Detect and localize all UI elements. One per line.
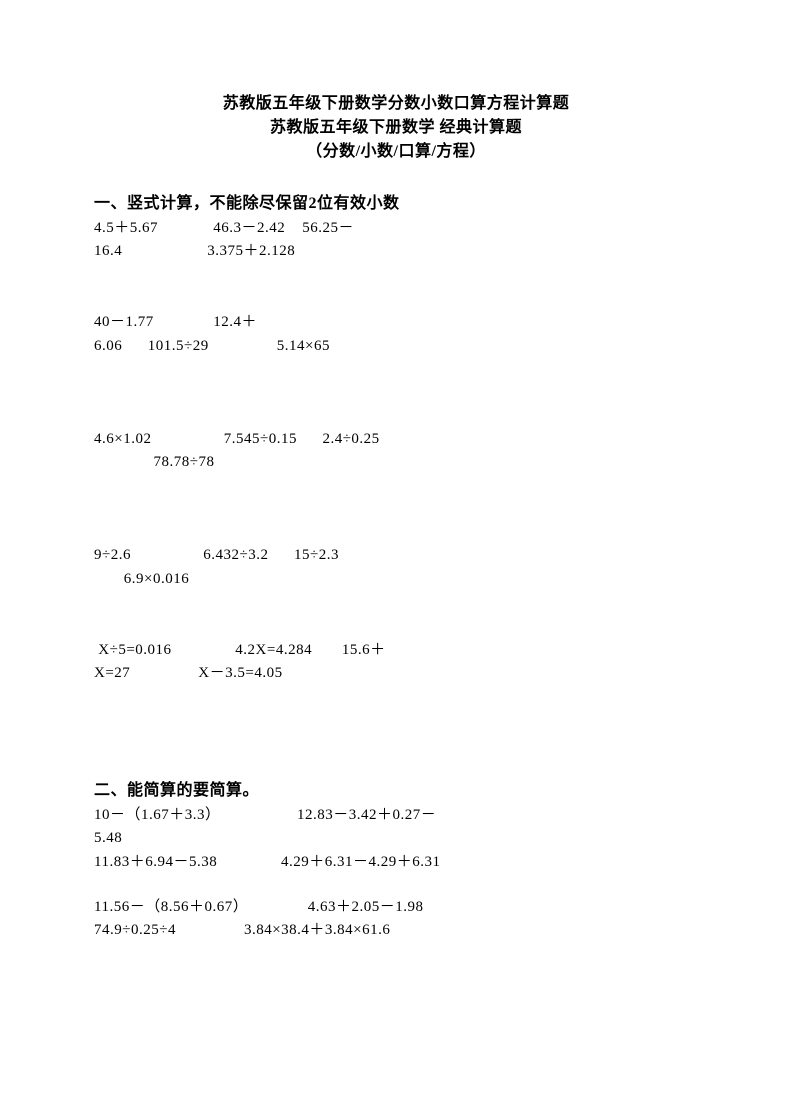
problem-line: X÷5=0.016 4.2X=4.284 15.6＋ — [94, 639, 698, 662]
title-line-2: 苏教版五年级下册数学 经典计算题 — [94, 116, 698, 140]
section-1-heading: 一、竖式计算，不能除尽保留2位有效小数 — [94, 192, 698, 217]
problem-line: 16.4 3.375＋2.128 — [94, 240, 698, 263]
problem-line: 4.6×1.02 7.545÷0.15 2.4÷0.25 — [94, 428, 698, 451]
problem-line: 6.9×0.016 — [94, 568, 698, 591]
section-2-heading: 二、能简算的要简算。 — [94, 779, 698, 804]
problem-line: 11.83＋6.94－5.38 4.29＋6.31－4.29＋6.31 — [94, 851, 698, 874]
section-1-group-4: 9÷2.6 6.432÷3.2 15÷2.3 6.9×0.016 — [94, 544, 698, 591]
problem-line: 40－1.77 12.4＋ — [94, 311, 698, 334]
section-1-group-1: 4.5＋5.67 46.3－2.42 56.25－ 16.4 3.375＋2.1… — [94, 217, 698, 264]
section-1-group-5: X÷5=0.016 4.2X=4.284 15.6＋ X=27 X－3.5=4.… — [94, 639, 698, 686]
section-1-group-2: 40－1.77 12.4＋ 6.06 101.5÷29 5.14×65 — [94, 311, 698, 358]
section-1-group-3: 4.6×1.02 7.545÷0.15 2.4÷0.25 78.78÷78 — [94, 428, 698, 475]
problem-line: 5.48 — [94, 827, 698, 850]
problem-line: 4.5＋5.67 46.3－2.42 56.25－ — [94, 217, 698, 240]
problem-line: 11.56－（8.56＋0.67） 4.63＋2.05－1.98 — [94, 896, 698, 919]
section-2-group-1: 10－（1.67＋3.3） 12.83－3.42＋0.27－ 5.48 — [94, 804, 698, 851]
title-block: 苏教版五年级下册数学分数小数口算方程计算题 苏教版五年级下册数学 经典计算题 （… — [94, 92, 698, 164]
title-line-1: 苏教版五年级下册数学分数小数口算方程计算题 — [94, 92, 698, 116]
problem-line: 9÷2.6 6.432÷3.2 15÷2.3 — [94, 544, 698, 567]
problem-line: 74.9÷0.25÷4 3.84×38.4＋3.84×61.6 — [94, 919, 698, 942]
problem-line: 6.06 101.5÷29 5.14×65 — [94, 335, 698, 358]
title-line-3: （分数/小数/口算/方程） — [94, 140, 698, 164]
problem-line: 78.78÷78 — [94, 451, 698, 474]
problem-line: X=27 X－3.5=4.05 — [94, 662, 698, 685]
problem-line: 10－（1.67＋3.3） 12.83－3.42＋0.27－ — [94, 804, 698, 827]
